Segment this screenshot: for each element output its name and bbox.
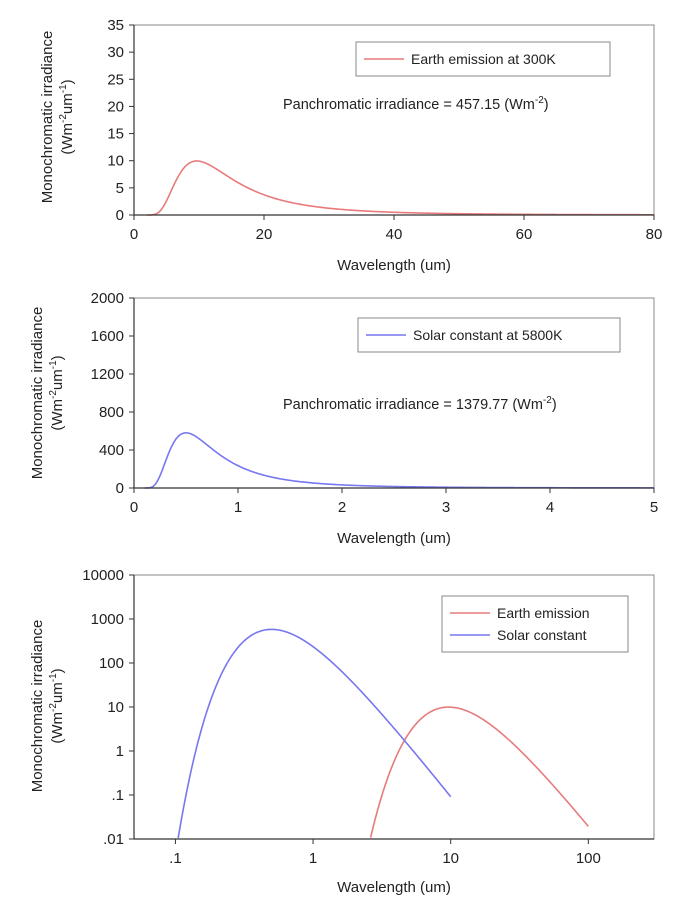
solar-y-tick-label: 1200 bbox=[91, 366, 124, 383]
solar-legend: Solar constant at 5800K bbox=[357, 317, 621, 353]
solar-y-tick-label: 0 bbox=[116, 480, 124, 497]
earth-ylabel-line1: Monochromatic irradiance bbox=[39, 31, 56, 204]
log-y-tick-label: .1 bbox=[111, 787, 124, 804]
log-y-tick-label: .01 bbox=[103, 831, 124, 848]
earth-y-tick-label: 25 bbox=[107, 71, 124, 88]
log-x-ticks: .1 1 10 100 bbox=[169, 839, 601, 867]
solar-y-tick-label: 2000 bbox=[91, 290, 124, 307]
solar-y-ticks: 0 400 800 1200 1600 2000 bbox=[91, 290, 134, 497]
log-legend: Earth emission Solar constant bbox=[441, 595, 629, 653]
solar-x-ticks: 0 1 2 3 4 5 bbox=[130, 488, 658, 516]
solar-constant-chart: Monochromatic irradiance (Wm-2um-1) 0400… bbox=[29, 290, 658, 547]
earth-panchromatic-note: Panchromatic irradiance = 457.15 (Wm-2) bbox=[283, 95, 549, 113]
solar-x-tick-label: 0 bbox=[130, 499, 138, 516]
log-log-comparison-chart: Monochromatic irradiance (Wm-2um-1) .01.… bbox=[29, 567, 655, 896]
earth-y-ticks: 0 5 10 15 20 25 30 35 bbox=[107, 17, 134, 224]
earth-x-tick-label: 0 bbox=[130, 226, 138, 243]
log-legend-box bbox=[441, 595, 629, 653]
earth-emission-chart: Monochromatic irradiance (Wm-2um-1) 0 5 10… bbox=[39, 17, 662, 274]
solar-constant-line bbox=[144, 432, 654, 489]
earth-y-tick-label: 5 bbox=[116, 180, 124, 197]
earth-x-tick-label: 20 bbox=[256, 226, 273, 243]
solar-y-tick-label: 400 bbox=[99, 442, 124, 459]
earth-ylabel-line2: (Wm-2um-1) bbox=[58, 79, 76, 154]
solar-x-tick-label: 4 bbox=[546, 499, 554, 516]
log-y-tick-label: 10 bbox=[107, 699, 124, 716]
earth-y-tick-label: 15 bbox=[107, 126, 124, 143]
log-y-tick-label: 100 bbox=[99, 655, 124, 672]
earth-legend-label: Earth emission at 300K bbox=[411, 51, 556, 67]
earth-y-tick-label: 35 bbox=[107, 17, 124, 34]
earth-legend: Earth emission at 300K bbox=[355, 41, 611, 77]
earth-x-tick-label: 40 bbox=[386, 226, 403, 243]
solar-xlabel: Wavelength (um) bbox=[337, 530, 451, 547]
solar-ylabel-line2: (Wm-2um-1) bbox=[48, 355, 66, 430]
earth-y-tick-label: 10 bbox=[107, 153, 124, 170]
log-y-tick-label: 1000 bbox=[91, 611, 124, 628]
earth-y-tick-label: 0 bbox=[116, 207, 124, 224]
log-ylabel-line2: (Wm-2um-1) bbox=[48, 668, 66, 743]
solar-x-tick-label: 2 bbox=[338, 499, 346, 516]
solar-x-tick-label: 5 bbox=[650, 499, 658, 516]
log-x-tick-label: .1 bbox=[169, 850, 182, 867]
log-y-tick-label: 1 bbox=[116, 743, 124, 760]
solar-ylabel-line1: Monochromatic irradiance bbox=[29, 307, 46, 480]
log-solar-constant-line bbox=[177, 628, 452, 839]
earth-x-tick-label: 60 bbox=[516, 226, 533, 243]
earth-y-tick-label: 30 bbox=[107, 44, 124, 61]
log-legend-label-solar: Solar constant bbox=[497, 627, 587, 643]
log-xlabel: Wavelength (um) bbox=[337, 879, 451, 896]
earth-emission-line bbox=[147, 160, 654, 216]
earth-y-tick-label: 20 bbox=[107, 98, 124, 115]
solar-legend-label: Solar constant at 5800K bbox=[413, 327, 563, 343]
log-y-ticks: .01 .1 1 10 100 1000 10000 bbox=[82, 567, 134, 848]
solar-panchromatic-note: Panchromatic irradiance = 1379.77 (Wm-2) bbox=[283, 395, 557, 413]
log-y-tick-label: 10000 bbox=[82, 567, 124, 584]
earth-x-tick-label: 80 bbox=[646, 226, 663, 243]
log-x-tick-label: 1 bbox=[309, 850, 317, 867]
log-x-tick-label: 10 bbox=[442, 850, 459, 867]
earth-xlabel: Wavelength (um) bbox=[337, 257, 451, 274]
log-ylabel-line1: Monochromatic irradiance bbox=[29, 620, 46, 793]
solar-x-tick-label: 3 bbox=[442, 499, 450, 516]
log-x-tick-label: 100 bbox=[576, 850, 601, 867]
solar-x-tick-label: 1 bbox=[234, 499, 242, 516]
log-legend-label-earth: Earth emission bbox=[497, 605, 590, 621]
solar-y-tick-label: 1600 bbox=[91, 328, 124, 345]
earth-x-ticks: 0 20 40 60 80 bbox=[130, 215, 663, 243]
log-earth-emission-line bbox=[369, 706, 589, 838]
solar-y-tick-label: 800 bbox=[99, 404, 124, 421]
